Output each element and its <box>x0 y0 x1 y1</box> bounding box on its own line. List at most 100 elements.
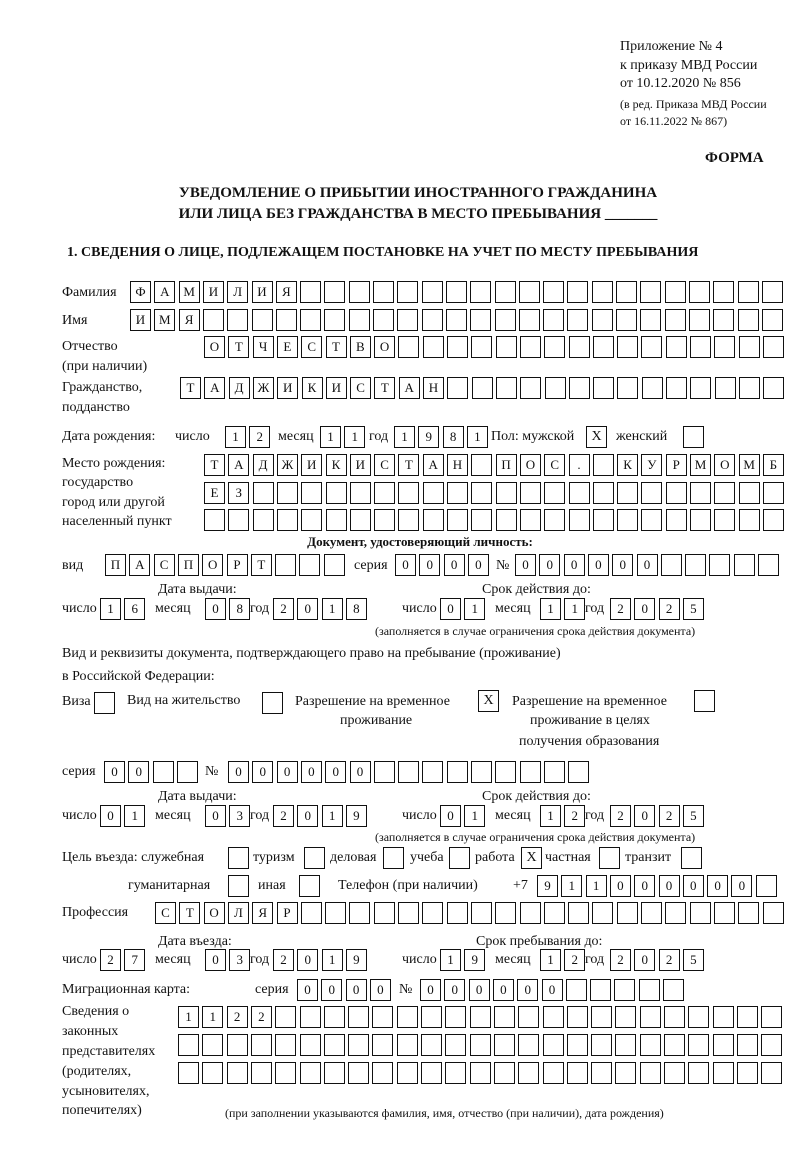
char-cell[interactable]: И <box>130 309 151 331</box>
char-cell[interactable] <box>372 1062 394 1084</box>
char-cell[interactable] <box>250 1034 272 1056</box>
char-cell[interactable] <box>422 336 444 358</box>
char-cell[interactable]: 1 <box>464 805 486 827</box>
char-cell[interactable] <box>372 1006 394 1028</box>
char-cell[interactable]: Т <box>398 454 420 476</box>
char-cell[interactable]: 0 <box>468 979 490 1001</box>
char-cell[interactable] <box>666 377 687 399</box>
char-cell[interactable] <box>276 509 298 531</box>
char-cell[interactable] <box>592 902 614 924</box>
char-cell[interactable]: 1 <box>320 426 341 448</box>
char-cell[interactable]: 0 <box>440 598 461 620</box>
char-cell[interactable]: 0 <box>634 949 656 971</box>
char-cell[interactable] <box>471 482 493 504</box>
char-cell[interactable] <box>275 1006 297 1028</box>
char-cell[interactable]: 1 <box>225 426 246 448</box>
char-cell[interactable] <box>471 336 493 358</box>
char-cell[interactable] <box>397 309 419 331</box>
char-cell[interactable]: З <box>228 482 250 504</box>
purpose-service-checkbox[interactable] <box>228 847 249 869</box>
char-cell[interactable]: 0 <box>419 554 441 576</box>
char-cell[interactable] <box>617 336 639 358</box>
char-cell[interactable] <box>664 1062 685 1084</box>
char-cell[interactable] <box>299 1034 321 1056</box>
char-cell[interactable] <box>447 482 468 504</box>
char-cell[interactable] <box>543 902 565 924</box>
char-cell[interactable]: И <box>349 454 371 476</box>
sex-female-checkbox[interactable] <box>683 426 704 448</box>
temp-permit-checkbox[interactable]: X <box>478 690 499 712</box>
char-cell[interactable]: С <box>350 377 372 399</box>
char-cell[interactable]: О <box>202 554 224 576</box>
purpose-study-checkbox[interactable] <box>449 847 470 869</box>
char-cell[interactable] <box>737 309 759 331</box>
char-cell[interactable]: 0 <box>440 805 461 827</box>
char-cell[interactable]: Р <box>665 454 687 476</box>
char-cell[interactable]: 0 <box>634 805 656 827</box>
char-cell[interactable] <box>665 509 687 531</box>
char-cell[interactable] <box>738 902 760 924</box>
char-cell[interactable] <box>641 482 663 504</box>
char-cell[interactable] <box>762 902 784 924</box>
char-cell[interactable]: Л <box>227 902 249 924</box>
char-cell[interactable]: А <box>129 554 151 576</box>
char-cell[interactable] <box>495 336 517 358</box>
char-cell[interactable] <box>714 377 736 399</box>
char-cell[interactable] <box>592 482 614 504</box>
char-cell[interactable]: 0 <box>321 979 343 1001</box>
char-cell[interactable]: 1 <box>561 875 583 897</box>
char-cell[interactable]: 2 <box>273 598 294 620</box>
sex-male-checkbox[interactable]: X <box>586 426 607 448</box>
char-cell[interactable]: 0 <box>609 875 631 897</box>
char-cell[interactable]: 0 <box>658 875 680 897</box>
char-cell[interactable]: 0 <box>634 875 656 897</box>
char-cell[interactable] <box>494 309 516 331</box>
char-cell[interactable] <box>421 1006 442 1028</box>
char-cell[interactable]: 0 <box>395 554 416 576</box>
char-cell[interactable]: М <box>738 454 760 476</box>
char-cell[interactable]: 1 <box>344 426 366 448</box>
char-cell[interactable] <box>469 1034 491 1056</box>
char-cell[interactable] <box>591 309 613 331</box>
char-cell[interactable] <box>615 1006 637 1028</box>
char-cell[interactable] <box>323 1034 345 1056</box>
char-cell[interactable] <box>446 902 468 924</box>
char-cell[interactable] <box>469 1006 491 1028</box>
char-cell[interactable]: 1 <box>440 949 461 971</box>
char-cell[interactable] <box>544 509 566 531</box>
char-cell[interactable] <box>445 1034 467 1056</box>
char-cell[interactable] <box>688 1006 710 1028</box>
char-cell[interactable] <box>565 979 587 1001</box>
char-cell[interactable] <box>762 509 784 531</box>
char-cell[interactable]: С <box>155 902 176 924</box>
char-cell[interactable] <box>349 509 371 531</box>
char-cell[interactable] <box>738 377 760 399</box>
char-cell[interactable]: О <box>519 454 541 476</box>
char-cell[interactable] <box>226 1062 248 1084</box>
char-cell[interactable]: В <box>349 336 371 358</box>
char-cell[interactable]: Я <box>252 902 274 924</box>
char-cell[interactable]: 0 <box>563 554 585 576</box>
char-cell[interactable] <box>738 509 760 531</box>
char-cell[interactable] <box>349 482 371 504</box>
char-cell[interactable] <box>593 377 615 399</box>
char-cell[interactable]: 1 <box>321 949 343 971</box>
char-cell[interactable] <box>665 482 687 504</box>
char-cell[interactable] <box>325 902 347 924</box>
char-cell[interactable] <box>204 509 225 531</box>
char-cell[interactable] <box>471 761 492 783</box>
char-cell[interactable] <box>616 309 637 331</box>
char-cell[interactable]: 2 <box>658 805 680 827</box>
char-cell[interactable]: О <box>374 336 396 358</box>
char-cell[interactable]: О <box>203 902 225 924</box>
char-cell[interactable] <box>421 281 443 303</box>
char-cell[interactable]: 5 <box>682 598 704 620</box>
char-cell[interactable]: 1 <box>202 1006 224 1028</box>
char-cell[interactable] <box>690 377 712 399</box>
char-cell[interactable] <box>690 509 711 531</box>
char-cell[interactable]: М <box>690 454 711 476</box>
char-cell[interactable] <box>447 509 468 531</box>
char-cell[interactable] <box>445 1006 467 1028</box>
char-cell[interactable] <box>495 482 517 504</box>
char-cell[interactable] <box>398 902 419 924</box>
